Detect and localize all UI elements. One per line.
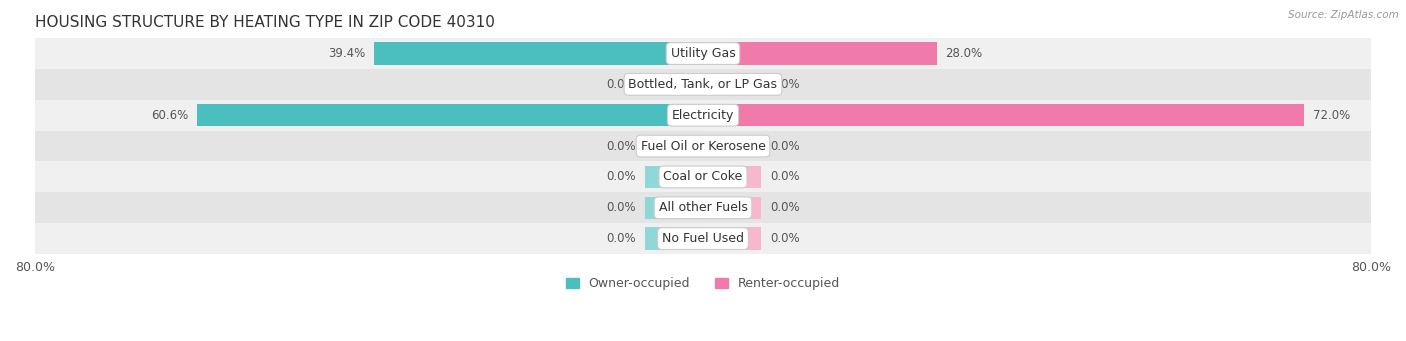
Text: 0.0%: 0.0% (606, 201, 636, 214)
Text: HOUSING STRUCTURE BY HEATING TYPE IN ZIP CODE 40310: HOUSING STRUCTURE BY HEATING TYPE IN ZIP… (35, 15, 495, 30)
Legend: Owner-occupied, Renter-occupied: Owner-occupied, Renter-occupied (561, 272, 845, 295)
Text: 28.0%: 28.0% (945, 47, 983, 60)
Bar (35, 131, 1371, 162)
Text: 0.0%: 0.0% (770, 139, 800, 152)
Text: 0.0%: 0.0% (770, 78, 800, 91)
Text: Electricity: Electricity (672, 109, 734, 122)
Bar (703, 42, 936, 65)
Text: 0.0%: 0.0% (606, 78, 636, 91)
Bar (703, 104, 1305, 126)
Bar (644, 227, 703, 250)
Bar (644, 166, 703, 188)
Bar (35, 38, 1371, 69)
Text: 72.0%: 72.0% (1313, 109, 1350, 122)
Text: Utility Gas: Utility Gas (671, 47, 735, 60)
Bar (35, 223, 1371, 254)
Bar (644, 197, 703, 219)
Text: 0.0%: 0.0% (606, 139, 636, 152)
Text: 0.0%: 0.0% (770, 170, 800, 183)
Text: Fuel Oil or Kerosene: Fuel Oil or Kerosene (641, 139, 765, 152)
Text: 0.0%: 0.0% (770, 232, 800, 245)
Bar (703, 166, 762, 188)
Bar (644, 135, 703, 157)
Bar (35, 162, 1371, 192)
Text: Coal or Coke: Coal or Coke (664, 170, 742, 183)
Bar (644, 73, 703, 95)
Bar (197, 104, 703, 126)
Bar (703, 227, 762, 250)
Bar (703, 135, 762, 157)
Text: All other Fuels: All other Fuels (658, 201, 748, 214)
Text: 60.6%: 60.6% (152, 109, 188, 122)
Bar (703, 197, 762, 219)
Text: Bottled, Tank, or LP Gas: Bottled, Tank, or LP Gas (628, 78, 778, 91)
Bar (35, 69, 1371, 100)
Text: Source: ZipAtlas.com: Source: ZipAtlas.com (1288, 10, 1399, 20)
Bar (35, 192, 1371, 223)
Bar (35, 100, 1371, 131)
Text: 39.4%: 39.4% (329, 47, 366, 60)
Text: 0.0%: 0.0% (606, 232, 636, 245)
Text: No Fuel Used: No Fuel Used (662, 232, 744, 245)
Text: 0.0%: 0.0% (770, 201, 800, 214)
Bar (374, 42, 703, 65)
Text: 0.0%: 0.0% (606, 170, 636, 183)
Bar (703, 73, 762, 95)
